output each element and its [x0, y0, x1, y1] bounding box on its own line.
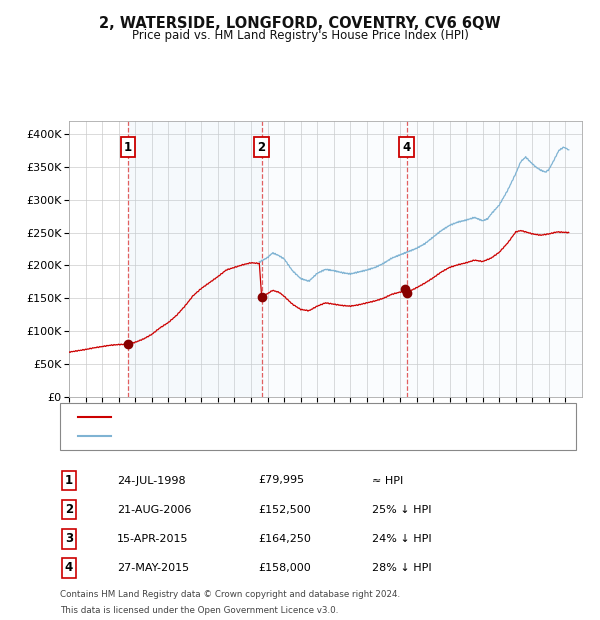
Text: 2, WATERSIDE, LONGFORD, COVENTRY, CV6 6QW (detached house): 2, WATERSIDE, LONGFORD, COVENTRY, CV6 6Q… [117, 412, 454, 422]
Text: £79,995: £79,995 [258, 476, 304, 485]
Text: 15-APR-2015: 15-APR-2015 [117, 534, 188, 544]
Bar [128, 121, 262, 397]
Text: £152,500: £152,500 [258, 505, 311, 515]
Text: 27-MAY-2015: 27-MAY-2015 [117, 563, 189, 573]
Bar [407, 121, 582, 397]
Text: ≈ HPI: ≈ HPI [372, 476, 403, 485]
Text: 2, WATERSIDE, LONGFORD, COVENTRY, CV6 6QW: 2, WATERSIDE, LONGFORD, COVENTRY, CV6 6Q… [99, 16, 501, 30]
Text: £158,000: £158,000 [258, 563, 311, 573]
Text: 4: 4 [65, 562, 73, 574]
Text: 2: 2 [257, 141, 266, 154]
Text: 3: 3 [65, 533, 73, 545]
Text: 25% ↓ HPI: 25% ↓ HPI [372, 505, 431, 515]
Text: HPI: Average price, detached house, Nuneaton and Bedworth: HPI: Average price, detached house, Nune… [117, 432, 423, 441]
Text: 28% ↓ HPI: 28% ↓ HPI [372, 563, 431, 573]
Text: This data is licensed under the Open Government Licence v3.0.: This data is licensed under the Open Gov… [60, 606, 338, 616]
Text: 21-AUG-2006: 21-AUG-2006 [117, 505, 191, 515]
Text: 24% ↓ HPI: 24% ↓ HPI [372, 534, 431, 544]
Text: 1: 1 [65, 474, 73, 487]
Text: Contains HM Land Registry data © Crown copyright and database right 2024.: Contains HM Land Registry data © Crown c… [60, 590, 400, 600]
Bar [262, 121, 407, 397]
Text: £164,250: £164,250 [258, 534, 311, 544]
Text: 4: 4 [403, 141, 411, 154]
Text: Price paid vs. HM Land Registry's House Price Index (HPI): Price paid vs. HM Land Registry's House … [131, 29, 469, 42]
Text: 2: 2 [65, 503, 73, 516]
Text: 1: 1 [124, 141, 132, 154]
Text: 24-JUL-1998: 24-JUL-1998 [117, 476, 185, 485]
